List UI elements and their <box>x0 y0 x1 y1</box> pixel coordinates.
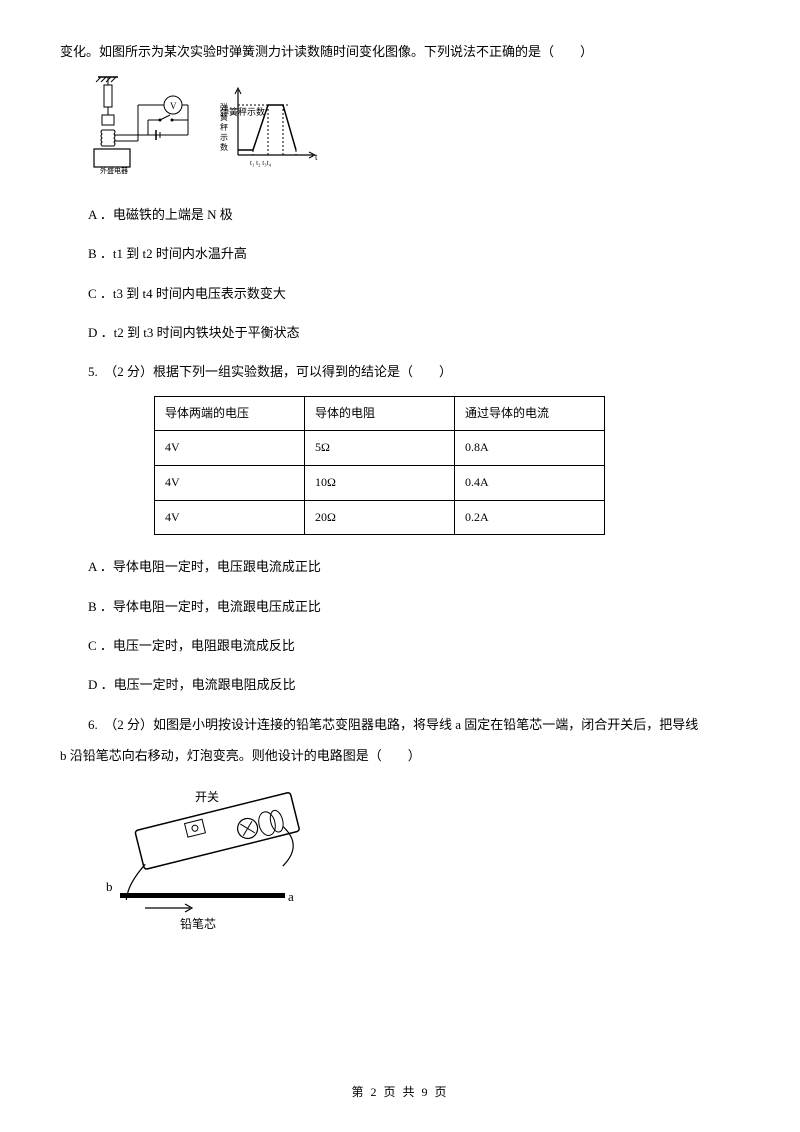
page-footer: 第 2 页 共 9 页 <box>0 1082 800 1104</box>
q5-data-table: 导体两端的电压 导体的电阻 通过导体的电流 4V 5Ω 0.8A 4V 10Ω … <box>154 396 605 535</box>
cell: 4V <box>155 465 305 500</box>
q6-text-line2: b 沿铅笔芯向右移动，灯泡变亮。则他设计的电路图是（ ） <box>60 744 740 767</box>
figure-2-container: 开关 b a 铅笔芯 <box>100 783 740 940</box>
cell: 4V <box>155 500 305 535</box>
svg-text:数: 数 <box>220 142 228 152</box>
table-row: 4V 10Ω 0.4A <box>155 465 605 500</box>
figure-1-svg: 外盛电器 V <box>88 75 328 175</box>
th-voltage: 导体两端的电压 <box>155 396 305 431</box>
label-a: a <box>288 889 294 904</box>
q5-option-c: C ．电压一定时，电阻跟电流成反比 <box>88 634 740 657</box>
svg-text:弹: 弹 <box>220 102 228 112</box>
svg-text:V: V <box>170 101 177 111</box>
figure-1-container: 外盛电器 V <box>88 75 740 182</box>
graph-x-ticks: t₁ t₂ t₃t₄ <box>250 159 272 167</box>
th-resistance: 导体的电阻 <box>305 396 455 431</box>
cell: 10Ω <box>305 465 455 500</box>
cell: 20Ω <box>305 500 455 535</box>
cell: 5Ω <box>305 431 455 466</box>
q4-option-b: B ．t1 到 t2 时间内水温升高 <box>88 242 740 265</box>
q5-option-b: B ．导体电阻一定时，电流跟电压成正比 <box>88 595 740 618</box>
container-label: 外盛电器 <box>100 166 128 175</box>
q6-text-line1: 6. （2 分）如图是小明按设计连接的铅笔芯变阻器电路，将导线 a 固定在铅笔芯… <box>88 713 740 736</box>
q5-option-a: A ．导体电阻一定时，电压跟电流成正比 <box>88 555 740 578</box>
switch-label: 开关 <box>195 790 219 804</box>
svg-text:簧: 簧 <box>220 112 228 122</box>
cell: 0.4A <box>455 465 605 500</box>
q5-text: 5. （2 分）根据下列一组实验数据，可以得到的结论是（ ） <box>88 360 740 383</box>
q5-option-d: D ．电压一定时，电流跟电阻成反比 <box>88 673 740 696</box>
graph-x-axis: t <box>315 152 318 162</box>
cell: 4V <box>155 431 305 466</box>
table-row: 4V 20Ω 0.2A <box>155 500 605 535</box>
th-current: 通过导体的电流 <box>455 396 605 431</box>
label-b: b <box>106 879 113 894</box>
table-header-row: 导体两端的电压 导体的电阻 通过导体的电流 <box>155 396 605 431</box>
svg-text:示: 示 <box>220 133 228 142</box>
pencil-lead <box>120 893 285 898</box>
q4-option-c: C ．t3 到 t4 时间内电压表示数变大 <box>88 282 740 305</box>
table-row: 4V 5Ω 0.8A <box>155 431 605 466</box>
cell: 0.2A <box>455 500 605 535</box>
q4-option-a: A ．电磁铁的上端是 N 极 <box>88 203 740 226</box>
lead-label: 铅笔芯 <box>180 916 216 931</box>
svg-text:秤: 秤 <box>220 122 228 132</box>
intro-text: 变化。如图所示为某次实验时弹簧测力计读数随时间变化图像。下列说法不正确的是（ ） <box>60 40 740 63</box>
q4-option-d: D ．t2 到 t3 时间内铁块处于平衡状态 <box>88 321 740 344</box>
figure-2-svg: 开关 b a 铅笔芯 <box>100 783 320 933</box>
cell: 0.8A <box>455 431 605 466</box>
